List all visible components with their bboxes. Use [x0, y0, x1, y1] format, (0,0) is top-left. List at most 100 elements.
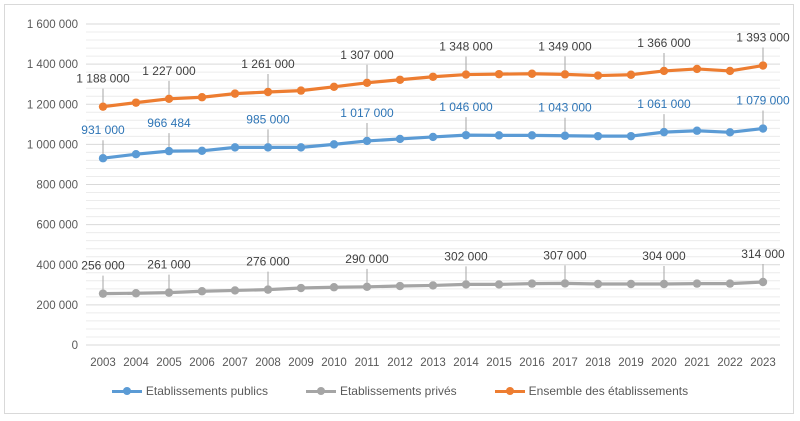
- data-point: [692, 64, 702, 74]
- legend-label: Ensemble des établissements: [528, 384, 689, 398]
- data-label: 1 188 000: [76, 72, 130, 86]
- data-point: [362, 78, 372, 87]
- data-point: [659, 279, 669, 289]
- data-point: [527, 279, 537, 288]
- x-tick-label: 2017: [552, 357, 578, 369]
- x-tick-label: 2018: [585, 357, 611, 369]
- data-point: [758, 124, 768, 133]
- data-point: [395, 134, 405, 144]
- data-point: [428, 72, 438, 81]
- legend-marker-publics: [111, 386, 142, 395]
- x-tick-label: 2010: [321, 357, 347, 369]
- x-tick-label: 2023: [750, 357, 776, 369]
- data-point: [164, 288, 174, 297]
- x-tick-label: 2019: [618, 357, 644, 369]
- data-point: [428, 132, 438, 142]
- data-point: [692, 126, 702, 135]
- data-point: [758, 61, 768, 70]
- legend-item-publics: Etablissements publics: [111, 384, 268, 398]
- data-point: [560, 70, 570, 79]
- legend: Etablissements publics Etablissements pr…: [0, 384, 800, 398]
- data-point: [131, 289, 141, 298]
- data-point: [230, 89, 240, 98]
- x-tick-label: 2004: [123, 357, 149, 369]
- data-point: [197, 146, 207, 155]
- data-point: [626, 70, 636, 79]
- data-point: [98, 102, 108, 111]
- y-tick-label: 1 600 000: [27, 19, 78, 31]
- data-point: [329, 283, 339, 292]
- data-point: [164, 94, 174, 104]
- data-point: [230, 286, 240, 295]
- data-point: [725, 66, 735, 76]
- data-label: 314 000: [741, 247, 785, 261]
- data-point: [593, 131, 603, 141]
- data-point: [362, 136, 372, 146]
- y-tick-label: 600 000: [36, 220, 78, 232]
- data-point: [725, 279, 735, 288]
- data-point: [197, 287, 207, 296]
- y-tick-label: 0: [72, 340, 78, 352]
- data-label: 261 000: [147, 258, 191, 272]
- y-tick-label: 1 200 000: [27, 99, 78, 111]
- data-point: [98, 154, 108, 163]
- data-point: [560, 279, 570, 288]
- data-label: 1 227 000: [142, 64, 196, 78]
- x-tick-label: 2014: [453, 357, 479, 369]
- data-point: [527, 131, 537, 140]
- data-point: [362, 282, 372, 292]
- data-point: [659, 66, 669, 76]
- x-tick-label: 2012: [387, 357, 413, 369]
- data-point: [428, 281, 438, 290]
- data-point: [329, 140, 339, 149]
- data-point: [296, 143, 306, 152]
- legend-marker-prives: [305, 386, 336, 395]
- y-tick-label: 200 000: [36, 300, 78, 312]
- data-point: [461, 280, 471, 289]
- data-point: [395, 75, 405, 84]
- data-point: [593, 71, 603, 80]
- data-point: [395, 281, 405, 291]
- data-label: 1 348 000: [439, 40, 493, 54]
- x-tick-label: 2022: [717, 357, 743, 369]
- data-point: [659, 127, 669, 137]
- legend-item-prives: Etablissements privés: [305, 384, 457, 398]
- x-tick-label: 2011: [355, 357, 380, 369]
- x-tick-label: 2020: [651, 357, 677, 369]
- data-label: 307 000: [543, 248, 587, 262]
- data-label: 1 046 000: [439, 100, 493, 114]
- data-point: [164, 146, 174, 156]
- data-label: 1 393 000: [736, 31, 790, 45]
- data-point: [527, 69, 537, 78]
- data-label: 1 307 000: [340, 48, 394, 62]
- x-tick-label: 2021: [684, 357, 710, 369]
- data-point: [131, 98, 141, 107]
- legend-label: Etablissements privés: [339, 384, 457, 398]
- data-label: 302 000: [444, 249, 488, 263]
- data-point: [329, 82, 339, 91]
- chart-frame: [4, 4, 794, 414]
- legend-item-ensemble: Ensemble des établissements: [494, 384, 689, 398]
- data-point: [692, 279, 702, 288]
- data-point: [296, 86, 306, 95]
- data-label: 985 000: [246, 112, 290, 126]
- data-label: 1 043 000: [538, 101, 592, 115]
- data-point: [98, 289, 108, 298]
- y-tick-label: 400 000: [36, 260, 78, 272]
- data-point: [626, 131, 636, 141]
- data-point: [461, 70, 471, 79]
- data-label: 931 000: [81, 123, 125, 137]
- data-label: 1 261 000: [241, 57, 295, 71]
- x-tick-label: 2007: [222, 357, 248, 369]
- data-point: [131, 150, 141, 159]
- x-tick-label: 2003: [90, 357, 116, 369]
- x-tick-label: 2015: [486, 357, 512, 369]
- data-point: [725, 128, 735, 137]
- data-point: [263, 285, 273, 294]
- x-tick-label: 2009: [288, 357, 314, 369]
- data-point: [593, 279, 603, 289]
- data-point: [263, 143, 273, 152]
- x-tick-label: 2008: [255, 357, 281, 369]
- data-label: 1 061 000: [637, 97, 691, 111]
- data-point: [197, 93, 207, 102]
